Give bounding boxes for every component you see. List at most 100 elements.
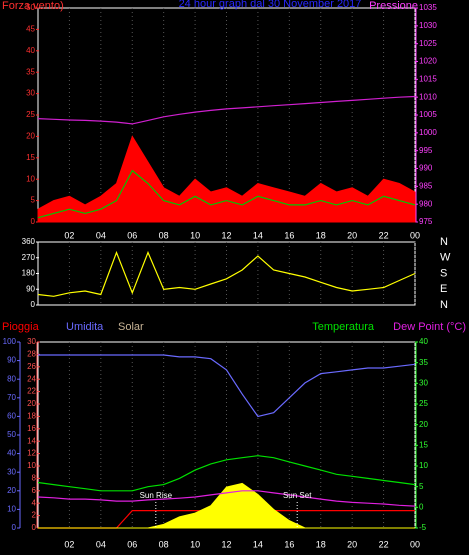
y-axis-title: Forza vento) [2,0,64,12]
series-line [37,95,416,125]
x-tick-label: 10 [190,539,200,549]
y2-tick-label: 20 [419,420,428,429]
compass-label: N [440,299,448,311]
x-tick-label: 08 [159,539,169,549]
x-tick-label: 16 [284,230,294,240]
series-line [37,250,416,297]
x-tick-label: 14 [253,539,263,549]
x-tick-label: 12 [221,230,231,240]
x-tick-label: 22 [379,230,389,240]
series-line [38,354,416,418]
y-tick-label: 0 [12,523,17,532]
y-tick-label: 10 [7,505,16,514]
y2-tick-label: 15 [419,440,428,449]
y-tick-label: 80 [7,374,16,383]
compass-label: S [440,267,447,279]
y3-tick-label: 26 [27,362,36,371]
y-tick-label: 100 [3,337,17,346]
y-tick-label: 180 [22,269,36,278]
y3-tick-label: 20 [27,399,36,408]
y-tick-label: 5 [31,196,36,205]
x-tick-label: 12 [221,539,231,549]
y-tick-label: 360 [22,237,36,246]
x-tick-label: 20 [347,539,357,549]
y-tick-label: 0 [31,217,36,226]
y3-tick-label: 16 [27,424,36,433]
x-tick-label: 06 [127,230,137,240]
x-tick-label: 04 [96,230,106,240]
x-tick-label: 04 [96,539,106,549]
y2-tick-label: 10 [419,461,428,470]
x-tick-label: 16 [284,539,294,549]
y3-tick-label: 14 [27,436,36,445]
x-tick-label: 10 [190,230,200,240]
y3-tick-label: 4 [32,498,37,507]
y-tick-label: 270 [22,253,36,262]
legend-label: Temperatura [312,321,375,333]
compass-label: E [440,283,447,295]
y-tick-label: 60 [7,412,16,421]
y2-tick-label: 30 [419,378,428,387]
y3-tick-label: 30 [27,337,36,346]
x-tick-label: 02 [64,230,74,240]
x-tick-label: 14 [253,230,263,240]
y2-tick-label: 1020 [419,57,437,66]
y-tick-label: 30 [7,467,16,476]
y2-tick-label: 1025 [419,39,437,48]
y2-tick-label: 1030 [419,21,437,30]
series-line [37,169,416,219]
y2-tick-label: 1010 [419,92,437,101]
y-tick-label: 30 [26,89,35,98]
y-tick-label: 40 [26,46,35,55]
y3-tick-label: 22 [27,387,36,396]
y-tick-label: 70 [7,393,16,402]
y2-tick-label: 995 [419,146,433,155]
y3-tick-label: 10 [27,461,36,470]
y2-tick-label: 5 [419,482,424,491]
y-tick-label: 50 [26,3,35,12]
x-tick-label: 00 [410,230,420,240]
y3-tick-label: 0 [32,523,37,532]
y3-tick-label: 24 [27,374,36,383]
y2-tick-label: 985 [419,181,433,190]
legend-label: Solar [118,321,144,333]
x-tick-label: 02 [64,539,74,549]
y-tick-label: 45 [26,25,35,34]
annotation: Sun Set [283,491,312,500]
x-tick-label: 22 [379,539,389,549]
y-tick-label: 15 [26,153,35,162]
y3-tick-label: 8 [32,474,37,483]
series-line [37,490,416,507]
y-tick-label: 90 [7,356,16,365]
y2-tick-label: 40 [419,337,428,346]
x-tick-label: 20 [347,230,357,240]
y3-tick-label: 12 [27,449,36,458]
series-area [38,482,415,529]
y-tick-label: 0 [31,300,36,309]
y2-tick-label: 25 [419,399,428,408]
compass-label: N [440,236,448,248]
y-tick-label: 50 [7,430,16,439]
x-tick-label: 18 [316,230,326,240]
y2-tick-label: 35 [419,358,428,367]
legend-label: Pioggia [2,321,40,333]
x-tick-label: 08 [159,230,169,240]
legend-label: Dew Point (°C) [393,321,466,333]
compass-label: W [440,252,451,264]
y2-tick-label: 975 [419,217,433,226]
x-tick-label: 00 [410,539,420,549]
chart-title: 24 hour graph dal 30 November 2017 [179,0,362,10]
y-tick-label: 35 [26,67,35,76]
y2-tick-label: 0 [419,502,424,511]
y2-axis-title: Pressione [369,0,418,12]
annotation: Sun Rise [140,491,173,500]
y3-tick-label: 28 [27,350,36,359]
y3-tick-label: 6 [32,486,37,495]
y2-tick-label: 980 [419,199,433,208]
y2-tick-label: -5 [419,523,427,532]
y-tick-label: 40 [7,449,16,458]
y-tick-label: 20 [7,486,16,495]
x-tick-label: 18 [316,539,326,549]
